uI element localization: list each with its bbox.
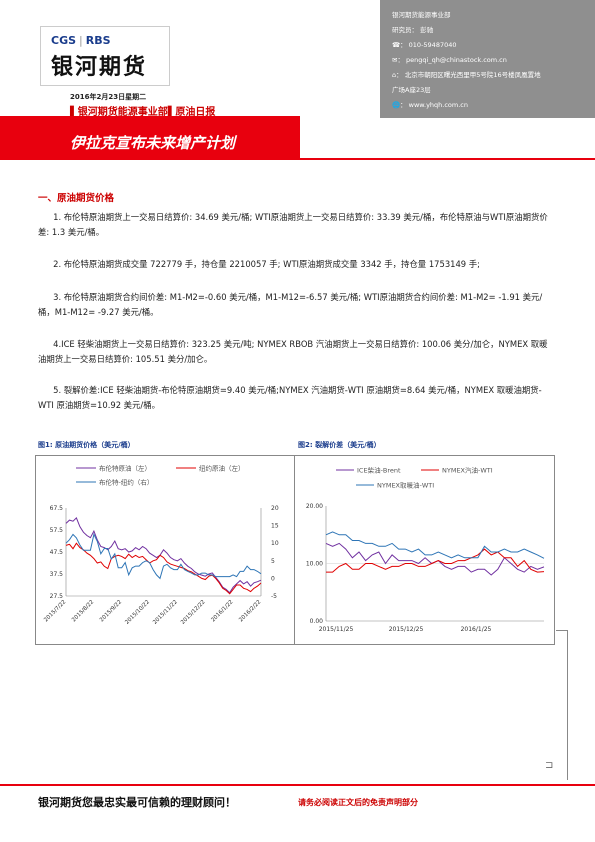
y-tick-label: 67.5 bbox=[50, 505, 64, 512]
charts-frame bbox=[35, 455, 555, 645]
series-line bbox=[325, 542, 545, 576]
y-tick-label: 20.00 bbox=[306, 503, 323, 510]
paragraph: 2. 布伦特原油期货成交量 722779 手，持仓量 2210057 手; WT… bbox=[53, 259, 480, 269]
x-tick-label: 2015/9/22 bbox=[99, 599, 123, 623]
report-title: 伊拉克宣布未来增产计划 bbox=[70, 134, 236, 152]
x-tick-label: 2015/11/25 bbox=[319, 626, 354, 633]
series-line bbox=[326, 548, 545, 573]
legend-label: 布伦特原油（左） bbox=[99, 464, 151, 473]
contact-line: 研究员： 彭驰 bbox=[392, 26, 434, 34]
series-line bbox=[325, 531, 545, 559]
x-tick-label: 2016/1/25 bbox=[461, 626, 492, 633]
footer-slogan: 银河期货您最忠实最可信赖的理财顾问！ bbox=[38, 796, 236, 809]
y-right-tick-label: -5 bbox=[271, 593, 277, 600]
x-tick-label: 2016/1/22 bbox=[210, 599, 234, 623]
logo-main-text: 银河期货 bbox=[51, 55, 148, 80]
department-line: ▌银河期货能源事业部▌原油日报 bbox=[70, 107, 216, 118]
paragraph: 1. 布伦特原油期货上一交易日结算价: 34.69 美元/桶; WTI原油期货上… bbox=[38, 212, 548, 237]
charts-divider bbox=[294, 455, 295, 645]
legend-label: 纽约原油（左） bbox=[199, 464, 245, 473]
x-tick-label: 2015/12/22 bbox=[180, 599, 207, 626]
x-tick-label: 2015/10/22 bbox=[124, 599, 151, 626]
contact-line: 🌐： www.yhqh.com.cn bbox=[392, 101, 468, 109]
page-corner-mark: ⊐ bbox=[545, 760, 554, 771]
x-tick-label: 2015/12/25 bbox=[389, 626, 424, 633]
legend-label: 布伦特-纽约（右） bbox=[99, 478, 153, 487]
figure-1-caption: 图1: 原油期货价格（美元/桶） bbox=[38, 441, 135, 449]
contact-line: ⌂： 北京市朝阳区曙光西里甲5号院16号楼凤凰置地 bbox=[392, 71, 541, 79]
series-line bbox=[65, 532, 262, 580]
legend-label: NYMEX汽油-WTI bbox=[442, 466, 493, 475]
contact-panel: 银河期货能源事业部 研究员： 彭驰 ☎： 010-59487040 ✉： pen… bbox=[380, 0, 595, 118]
paragraph: 5. 裂解价差:ICE 轻柴油期货-布伦特原油期货=9.40 美元/桶;NYME… bbox=[38, 385, 542, 410]
y-tick-label: 0.00 bbox=[310, 618, 324, 625]
y-tick-label: 37.5 bbox=[50, 571, 64, 578]
y-tick-label: 10.00 bbox=[306, 561, 323, 568]
x-tick-label: 2016/2/22 bbox=[238, 599, 262, 623]
contact-line: ✉： pengqi_qh@chinastock.com.cn bbox=[392, 56, 507, 64]
y-right-tick-label: 0 bbox=[271, 575, 275, 582]
title-rule bbox=[300, 158, 595, 160]
legend-label: ICE柴油-Brent bbox=[357, 466, 401, 475]
contact-line: 广场A座23层 bbox=[392, 86, 431, 94]
y-right-tick-label: 15 bbox=[271, 523, 279, 530]
footer-rule bbox=[0, 784, 595, 786]
y-right-tick-label: 20 bbox=[271, 505, 279, 512]
x-tick-label: 2015/8/22 bbox=[71, 599, 95, 623]
title-bar bbox=[0, 116, 300, 160]
y-right-tick-label: 10 bbox=[271, 540, 279, 547]
footer-disclaimer: 请务必阅读正文后的免责声明部分 bbox=[298, 798, 418, 807]
y-right-tick-label: 5 bbox=[271, 558, 275, 565]
y-tick-label: 27.5 bbox=[50, 593, 64, 600]
paragraph: 4.ICE 轻柴油期货上一交易日结算价: 323.25 美元/吨; NYMEX … bbox=[38, 339, 548, 364]
company-logo: CGS | RBS 银河期货 bbox=[40, 26, 170, 86]
series-line bbox=[65, 517, 262, 594]
series-line bbox=[65, 542, 262, 595]
report-date: 2016年2月23日星期二 bbox=[70, 93, 147, 101]
contact-line: 银河期货能源事业部 bbox=[392, 11, 451, 19]
legend-label: NYMEX取暖油-WTI bbox=[377, 481, 434, 490]
page-bracket bbox=[556, 630, 568, 780]
contact-line: ☎： 010-59487040 bbox=[392, 41, 457, 49]
x-tick-label: 2015/7/22 bbox=[43, 599, 67, 623]
y-tick-label: 47.5 bbox=[50, 549, 64, 556]
paragraph: 3. 布伦特原油期货合约间价差: M1-M2=-0.60 美元/桶，M1-M12… bbox=[38, 292, 543, 317]
y-tick-label: 57.5 bbox=[50, 527, 64, 534]
logo-top-text: CGS | RBS bbox=[51, 34, 111, 47]
section-heading: 一、原油期货价格 bbox=[38, 193, 115, 204]
x-tick-label: 2015/11/22 bbox=[152, 599, 179, 626]
figure-2-caption: 图2: 裂解价差（美元/桶） bbox=[298, 441, 381, 449]
